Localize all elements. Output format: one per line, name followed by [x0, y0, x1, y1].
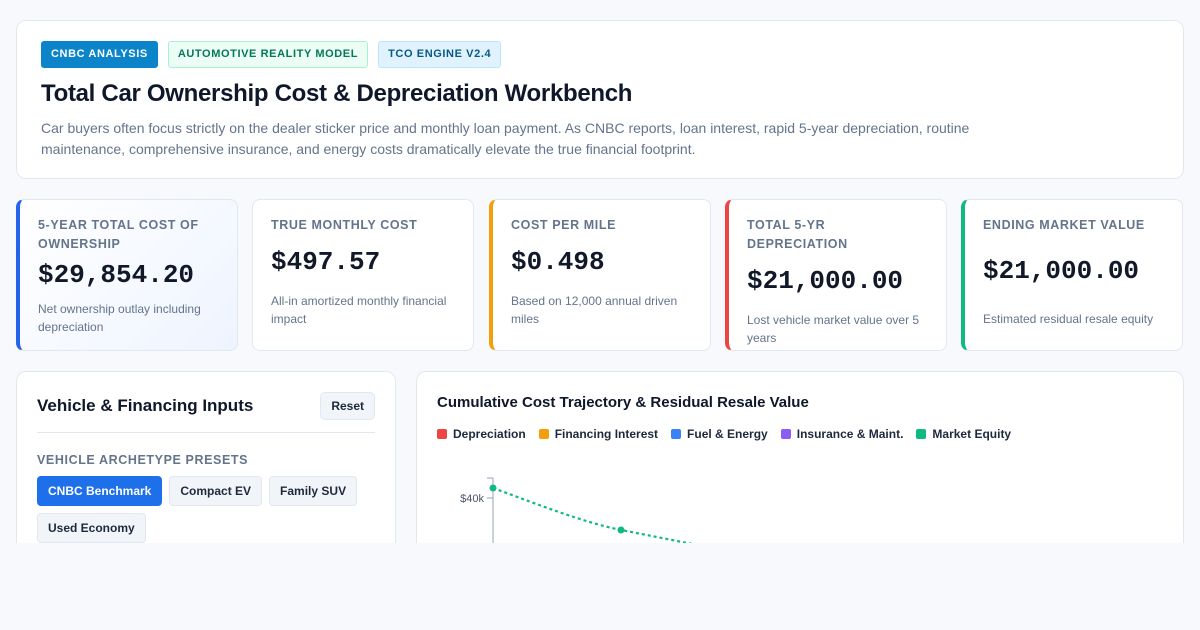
- legend-item-insurance-maint: Insurance & Maint.: [780, 427, 904, 441]
- kpi-depreciation-card: TOTAL 5-YR DEPRECIATION $21,000.00 Lost …: [725, 199, 947, 351]
- legend-swatch: [538, 429, 549, 439]
- chart-panel: Cumulative Cost Trajectory & Residual Re…: [416, 371, 1184, 543]
- kpi-label: ENDING MARKET VALUE: [983, 218, 1145, 232]
- legend-label: Insurance & Maint.: [796, 427, 904, 441]
- legend-label: Fuel & Energy: [687, 427, 768, 441]
- presets-label: VEHICLE ARCHETYPE PRESETS: [37, 453, 249, 467]
- legend-label: Financing Interest: [554, 427, 659, 441]
- page-title: Total Car Ownership Cost & Depreciation …: [41, 80, 633, 107]
- legend-swatch: [780, 429, 791, 439]
- preset-cnbc-benchmark[interactable]: CNBC Benchmark: [37, 476, 163, 506]
- legend-label: Market Equity: [932, 427, 1012, 441]
- badge-tco-engine: TCO ENGINE V2.4: [378, 41, 502, 68]
- preset-used-economy[interactable]: Used Economy: [37, 513, 146, 543]
- legend-swatch: [437, 429, 447, 439]
- inputs-title: Vehicle & Financing Inputs: [37, 396, 254, 415]
- legend-swatch: [916, 429, 927, 439]
- kpi-monthly-cost-card: TRUE MONTHLY COST $497.57 All-in amortiz…: [252, 199, 474, 351]
- kpi-label: TOTAL 5-YR DEPRECIATION: [747, 218, 848, 251]
- legend-item-fuel-energy: Fuel & Energy: [671, 427, 768, 441]
- kpi-cost-per-mile-card: COST PER MILE $0.498 Based on 12,000 ann…: [489, 199, 711, 351]
- chart-title: Cumulative Cost Trajectory & Residual Re…: [437, 394, 809, 411]
- market-equity-point: [617, 526, 625, 534]
- kpi-value: $29,854.20: [38, 260, 195, 290]
- page-description: Car buyers often focus strictly on the d…: [41, 120, 970, 157]
- viewport: CNBC ANALYSIS AUTOMOTIVE REALITY MODEL T…: [16, 20, 1184, 543]
- kpi-value: $21,000.00: [747, 266, 904, 296]
- kpi-subtext: Net ownership outlay including depreciat…: [38, 302, 201, 334]
- preset-group: CNBC Benchmark Compact EV Family SUV Use…: [37, 476, 377, 543]
- badge-cnbc-analysis: CNBC ANALYSIS: [41, 41, 158, 68]
- kpi-value: $0.498: [511, 247, 605, 277]
- kpi-subtext: Based on 12,000 annual driven miles: [511, 294, 678, 326]
- chart-plot: $40k: [460, 477, 693, 543]
- legend-item-depreciation: Depreciation: [437, 427, 526, 441]
- preset-family-suv[interactable]: Family SUV: [269, 476, 358, 506]
- badge-automotive-reality-model: AUTOMOTIVE REALITY MODEL: [167, 41, 369, 68]
- kpi-value: $21,000.00: [983, 256, 1140, 286]
- reset-button[interactable]: Reset: [320, 392, 375, 420]
- chart-legend: Depreciation Financing Interest Fuel & E…: [437, 427, 1163, 441]
- market-equity-point: [489, 484, 497, 492]
- y-tick-label-40k: $40k: [460, 493, 484, 505]
- kpi-label: 5-YEAR TOTAL COST OF OWNERSHIP: [38, 218, 199, 251]
- inputs-panel: Vehicle & Financing Inputs Reset VEHICLE…: [16, 371, 396, 543]
- kpi-total-cost-card: 5-YEAR TOTAL COST OF OWNERSHIP $29,854.2…: [16, 199, 238, 351]
- kpi-subtext: Estimated residual resale equity: [983, 312, 1154, 326]
- kpi-value: $497.57: [271, 247, 381, 277]
- kpi-subtext: All-in amortized monthly financial impac…: [271, 294, 447, 326]
- inputs-header: Vehicle & Financing Inputs Reset: [37, 392, 375, 433]
- preset-compact-ev[interactable]: Compact EV: [169, 476, 263, 506]
- kpi-label: TRUE MONTHLY COST: [271, 218, 418, 232]
- legend-label: Depreciation: [453, 427, 526, 441]
- market-equity-line: [492, 486, 693, 543]
- kpi-ending-value-card: ENDING MARKET VALUE $21,000.00 Estimated…: [961, 199, 1183, 351]
- legend-swatch: [671, 429, 682, 439]
- kpi-label: COST PER MILE: [511, 218, 617, 232]
- badge-row: CNBC ANALYSIS AUTOMOTIVE REALITY MODEL T…: [41, 41, 1159, 68]
- legend-item-financing-interest: Financing Interest: [538, 427, 659, 441]
- kpi-subtext: Lost vehicle market value over 5 years: [747, 313, 920, 345]
- legend-item-market-equity: Market Equity: [916, 427, 1011, 441]
- header-card: CNBC ANALYSIS AUTOMOTIVE REALITY MODEL T…: [16, 20, 1184, 179]
